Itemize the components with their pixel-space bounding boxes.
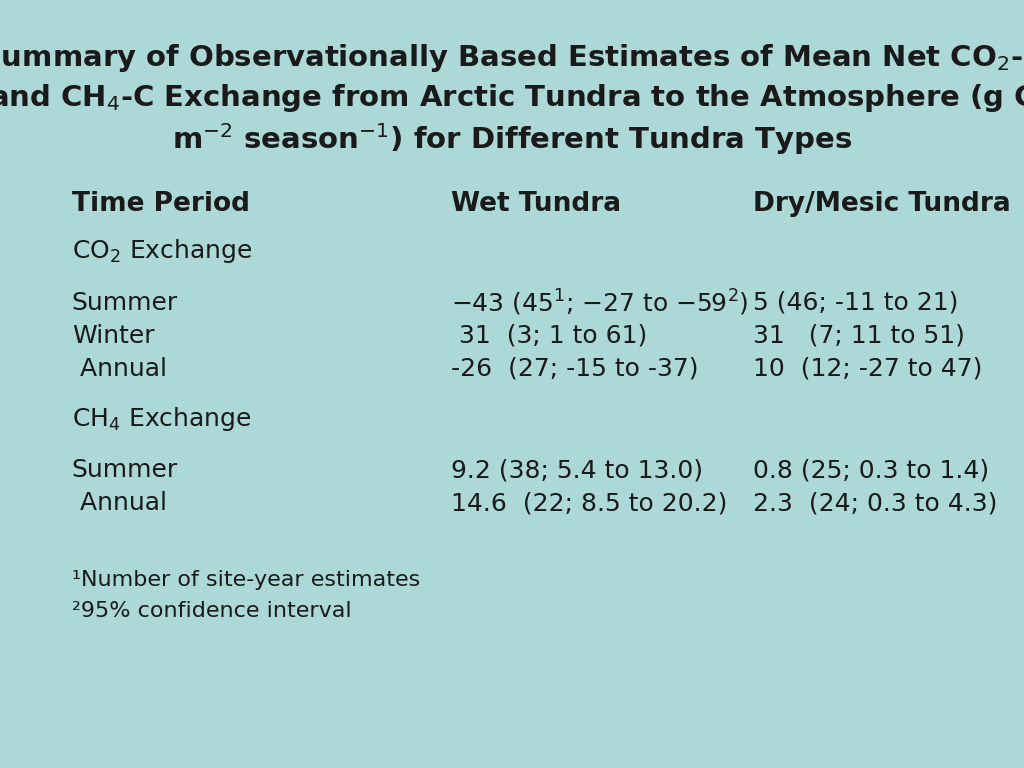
Text: Winter: Winter (72, 323, 155, 348)
Text: 31   (7; 11 to 51): 31 (7; 11 to 51) (753, 323, 965, 348)
Text: Annual: Annual (72, 356, 167, 381)
Text: CO$_2$ Exchange: CO$_2$ Exchange (72, 237, 252, 265)
Text: m$^{-2}$ season$^{-1}$) for Different Tundra Types: m$^{-2}$ season$^{-1}$) for Different Tu… (172, 121, 852, 157)
Text: 2.3  (24; 0.3 to 4.3): 2.3 (24; 0.3 to 4.3) (753, 491, 997, 515)
Text: Summer: Summer (72, 290, 178, 315)
Text: Annual: Annual (72, 491, 167, 515)
Text: 0.8 (25; 0.3 to 1.4): 0.8 (25; 0.3 to 1.4) (753, 458, 989, 482)
Text: 5 (46; -11 to 21): 5 (46; -11 to 21) (753, 290, 958, 315)
Text: Summer: Summer (72, 458, 178, 482)
Text: CH$_4$ Exchange: CH$_4$ Exchange (72, 405, 251, 432)
Text: Summary of Observationally Based Estimates of Mean Net CO$_2$-C: Summary of Observationally Based Estimat… (0, 41, 1024, 74)
Text: Time Period: Time Period (72, 190, 250, 217)
Text: $-$43 (45$^1$; $-$27 to $-$59$^2$): $-$43 (45$^1$; $-$27 to $-$59$^2$) (451, 287, 749, 318)
Text: Dry/Mesic Tundra: Dry/Mesic Tundra (753, 190, 1011, 217)
Text: ¹Number of site-year estimates: ¹Number of site-year estimates (72, 570, 420, 590)
Text: Wet Tundra: Wet Tundra (451, 190, 621, 217)
Text: -26  (27; -15 to -37): -26 (27; -15 to -37) (451, 356, 698, 381)
Text: 10  (12; -27 to 47): 10 (12; -27 to 47) (753, 356, 982, 381)
Text: 9.2 (38; 5.4 to 13.0): 9.2 (38; 5.4 to 13.0) (451, 458, 702, 482)
Text: and CH$_4$-C Exchange from Arctic Tundra to the Atmosphere (g C: and CH$_4$-C Exchange from Arctic Tundra… (0, 82, 1024, 114)
Text: 31  (3; 1 to 61): 31 (3; 1 to 61) (451, 323, 647, 348)
Text: 14.6  (22; 8.5 to 20.2): 14.6 (22; 8.5 to 20.2) (451, 491, 727, 515)
Text: ²95% confidence interval: ²95% confidence interval (72, 601, 351, 621)
